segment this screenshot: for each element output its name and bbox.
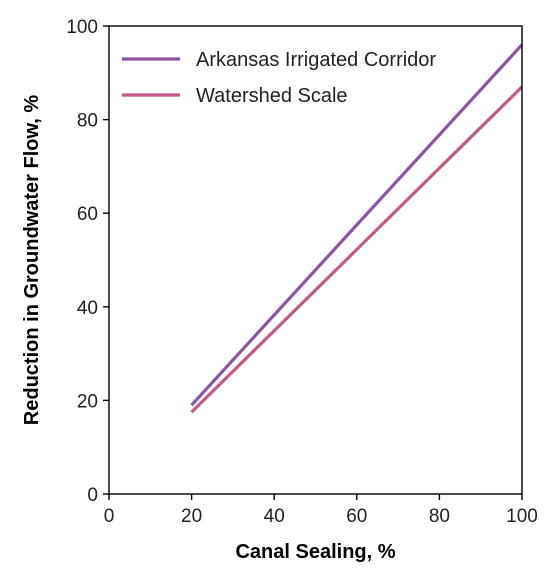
x-tick-label-0: 0 [104, 506, 115, 527]
y-tick-label-5: 100 [66, 17, 98, 38]
y-tick-label-0: 0 [87, 485, 98, 506]
legend-label-1: Watershed Scale [196, 85, 348, 107]
x-tick-label-1: 20 [181, 506, 202, 527]
x-tick-label-4: 80 [429, 506, 450, 527]
plot-frame [108, 25, 523, 495]
x-tick-label-3: 60 [346, 506, 367, 527]
legend: Arkansas Irrigated Corridor Watershed Sca… [122, 49, 436, 107]
x-tick-label-2: 40 [264, 506, 285, 527]
y-axis-label: Reduction in Groundwater Flow, % [21, 95, 43, 426]
series-layer [190, 43, 524, 414]
legend-label-0: Arkansas Irrigated Corridor [196, 49, 436, 71]
y-tick-label-1: 20 [77, 391, 98, 412]
y-tick-label-3: 60 [77, 204, 98, 225]
x-tick-label-5: 100 [506, 506, 538, 527]
series-line-0 [190, 43, 524, 407]
x-axis-ticks: 0 20 40 60 80 100 [104, 494, 538, 527]
x-axis-label: Canal Sealing, % [235, 541, 395, 563]
series-line-1 [190, 85, 524, 414]
y-tick-label-2: 40 [77, 298, 98, 319]
y-axis-ticks: 0 20 40 60 80 100 [66, 17, 109, 506]
y-tick-label-4: 80 [77, 111, 98, 132]
